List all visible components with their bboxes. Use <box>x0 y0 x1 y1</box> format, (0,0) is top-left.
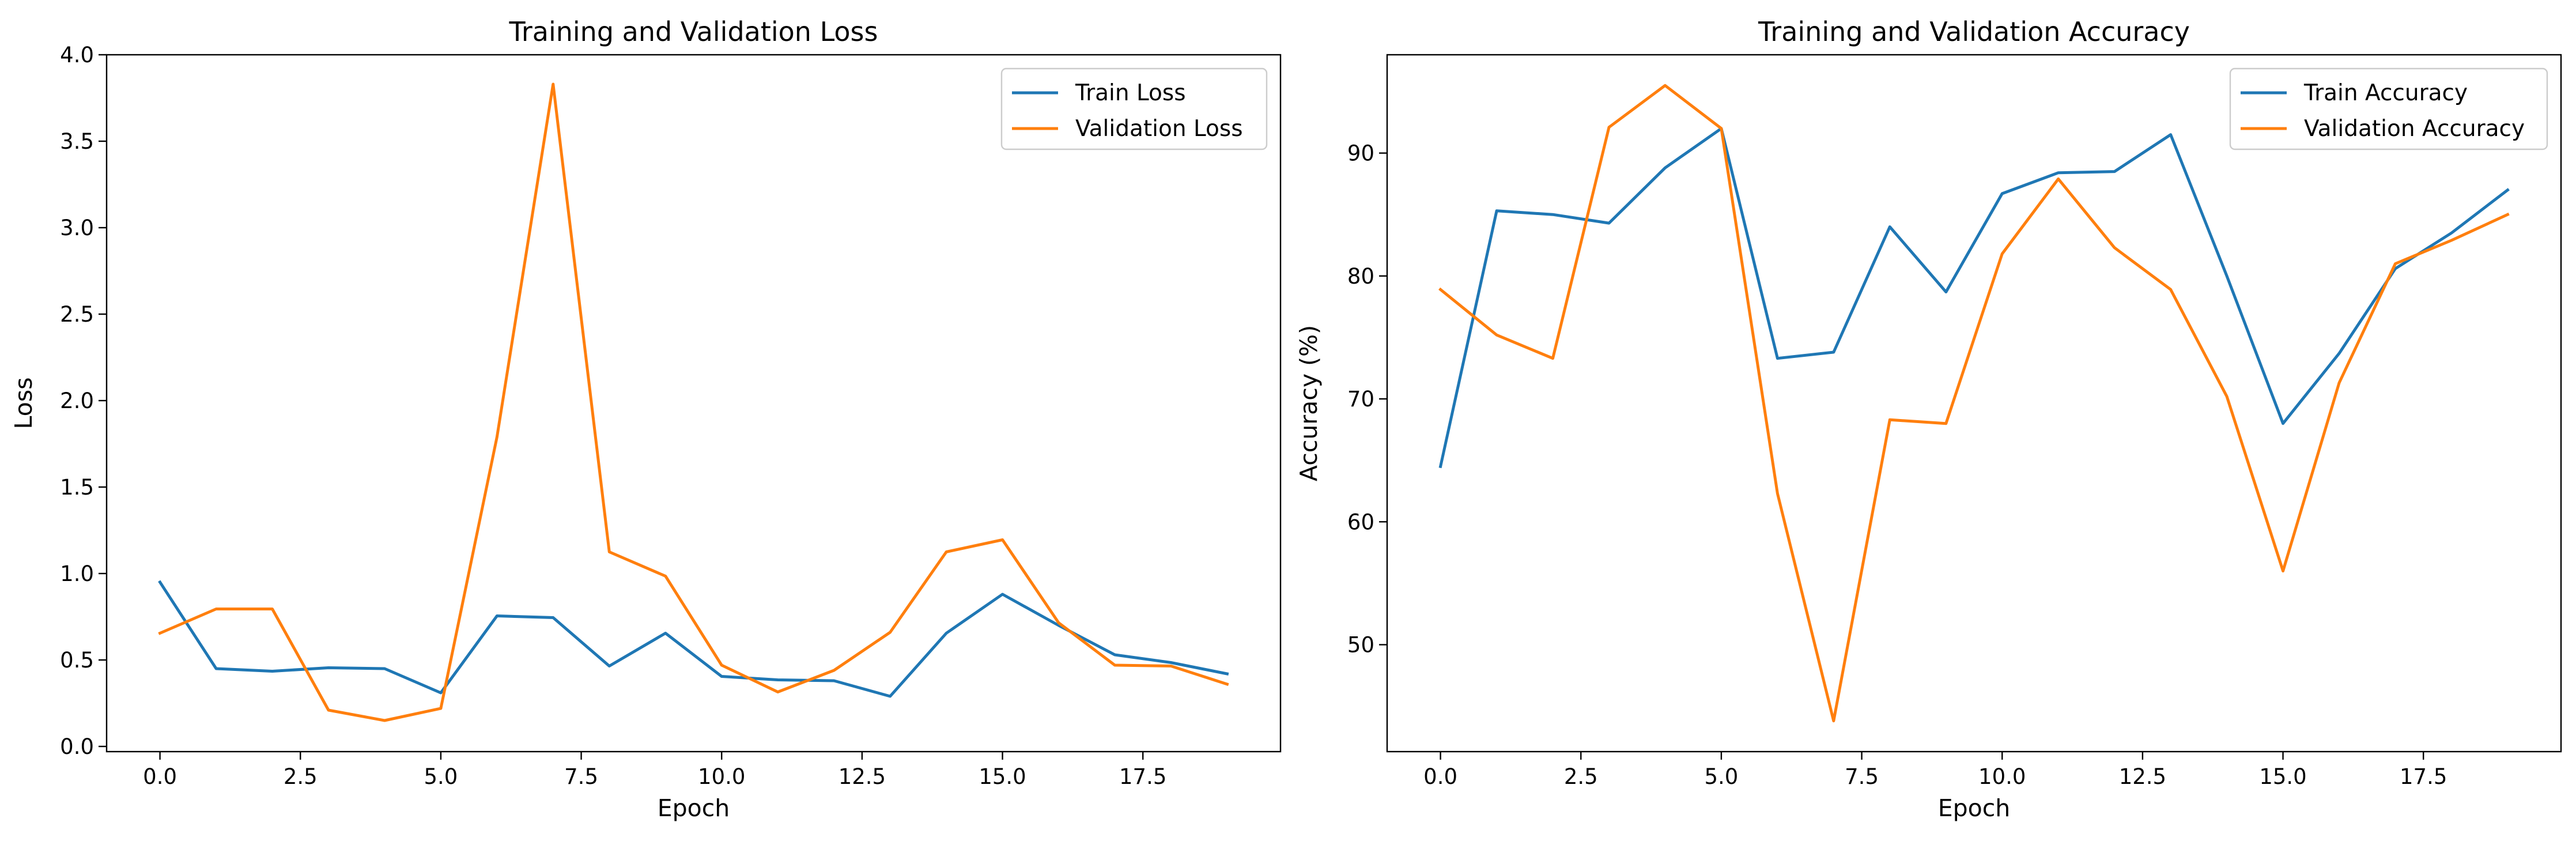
y-tick-label: 70 <box>1347 387 1374 412</box>
series-line-validation <box>1438 84 2510 723</box>
x-axis-label: Epoch <box>1938 794 2011 822</box>
y-tick-label: 3.5 <box>60 129 94 154</box>
y-tick-label: 4.0 <box>60 43 94 67</box>
legend: Train Accuracy Validation Accuracy <box>2229 67 2548 150</box>
x-tick-label: 0.0 <box>1423 764 1457 789</box>
x-tick-label: 17.5 <box>2400 764 2447 789</box>
x-tick-label: 12.5 <box>838 764 886 789</box>
series-line-train <box>158 580 1229 698</box>
legend: Train Loss Validation Loss <box>1000 67 1268 150</box>
plot-frame <box>1386 54 2562 753</box>
legend-label-train: Train Loss <box>1075 80 1186 106</box>
x-tick-label: 10.0 <box>698 764 745 789</box>
y-tick-label: 3.0 <box>60 216 94 240</box>
x-tick-label: 10.0 <box>1978 764 2026 789</box>
plot-frame <box>105 54 1282 753</box>
x-tick-label: 2.5 <box>284 764 318 789</box>
y-tick-label: 2.5 <box>60 302 94 327</box>
y-tick-label: 0.5 <box>60 648 94 673</box>
x-tick-label: 5.0 <box>1704 764 1738 789</box>
y-tick-label: 2.0 <box>60 388 94 413</box>
y-tick-label: 0.0 <box>60 734 94 759</box>
x-tick-label: 15.0 <box>979 764 1026 789</box>
legend-label-validation: Validation Loss <box>1075 116 1243 142</box>
chart-panel-loss: 0.0 2.5 5.0 7.5 10.0 12.5 15.0 17.5 0.0 0.5 1.0 1.5… <box>10 16 1282 822</box>
legend-label-validation: Validation Accuracy <box>2304 116 2525 142</box>
chart-title: Training and Validation Accuracy <box>1758 16 2190 47</box>
x-tick-label: 12.5 <box>2119 764 2166 789</box>
legend-label-train: Train Accuracy <box>2303 80 2468 106</box>
x-tick-label: 17.5 <box>1119 764 1166 789</box>
y-tick-label: 50 <box>1347 632 1374 657</box>
y-axis-label: Accuracy (%) <box>1295 325 1323 481</box>
y-tick-label: 60 <box>1347 510 1374 534</box>
x-tick-label: 7.5 <box>1845 764 1879 789</box>
series-line-validation <box>158 82 1229 722</box>
y-tick-label: 90 <box>1347 141 1374 166</box>
legend-box <box>1000 67 1268 150</box>
x-tick-label: 2.5 <box>1564 764 1598 789</box>
y-tick-label: 80 <box>1347 264 1374 289</box>
legend-box <box>2229 67 2548 150</box>
x-tick-label: 0.0 <box>143 764 177 789</box>
x-tick-label: 15.0 <box>2259 764 2306 789</box>
chart-panel-accuracy: 0.0 2.5 5.0 7.5 10.0 12.5 15.0 17.5 50 60 70 80 90 Tr… <box>1295 16 2562 822</box>
y-tick-label: 1.0 <box>60 561 94 586</box>
series-line-train <box>1438 127 2510 469</box>
x-tick-label: 7.5 <box>564 764 598 789</box>
x-axis-label: Epoch <box>658 794 730 822</box>
y-axis-label: Loss <box>10 378 37 429</box>
y-tick-label: 1.5 <box>60 475 94 500</box>
chart-title: Training and Validation Loss <box>509 16 878 47</box>
x-tick-label: 5.0 <box>424 764 458 789</box>
